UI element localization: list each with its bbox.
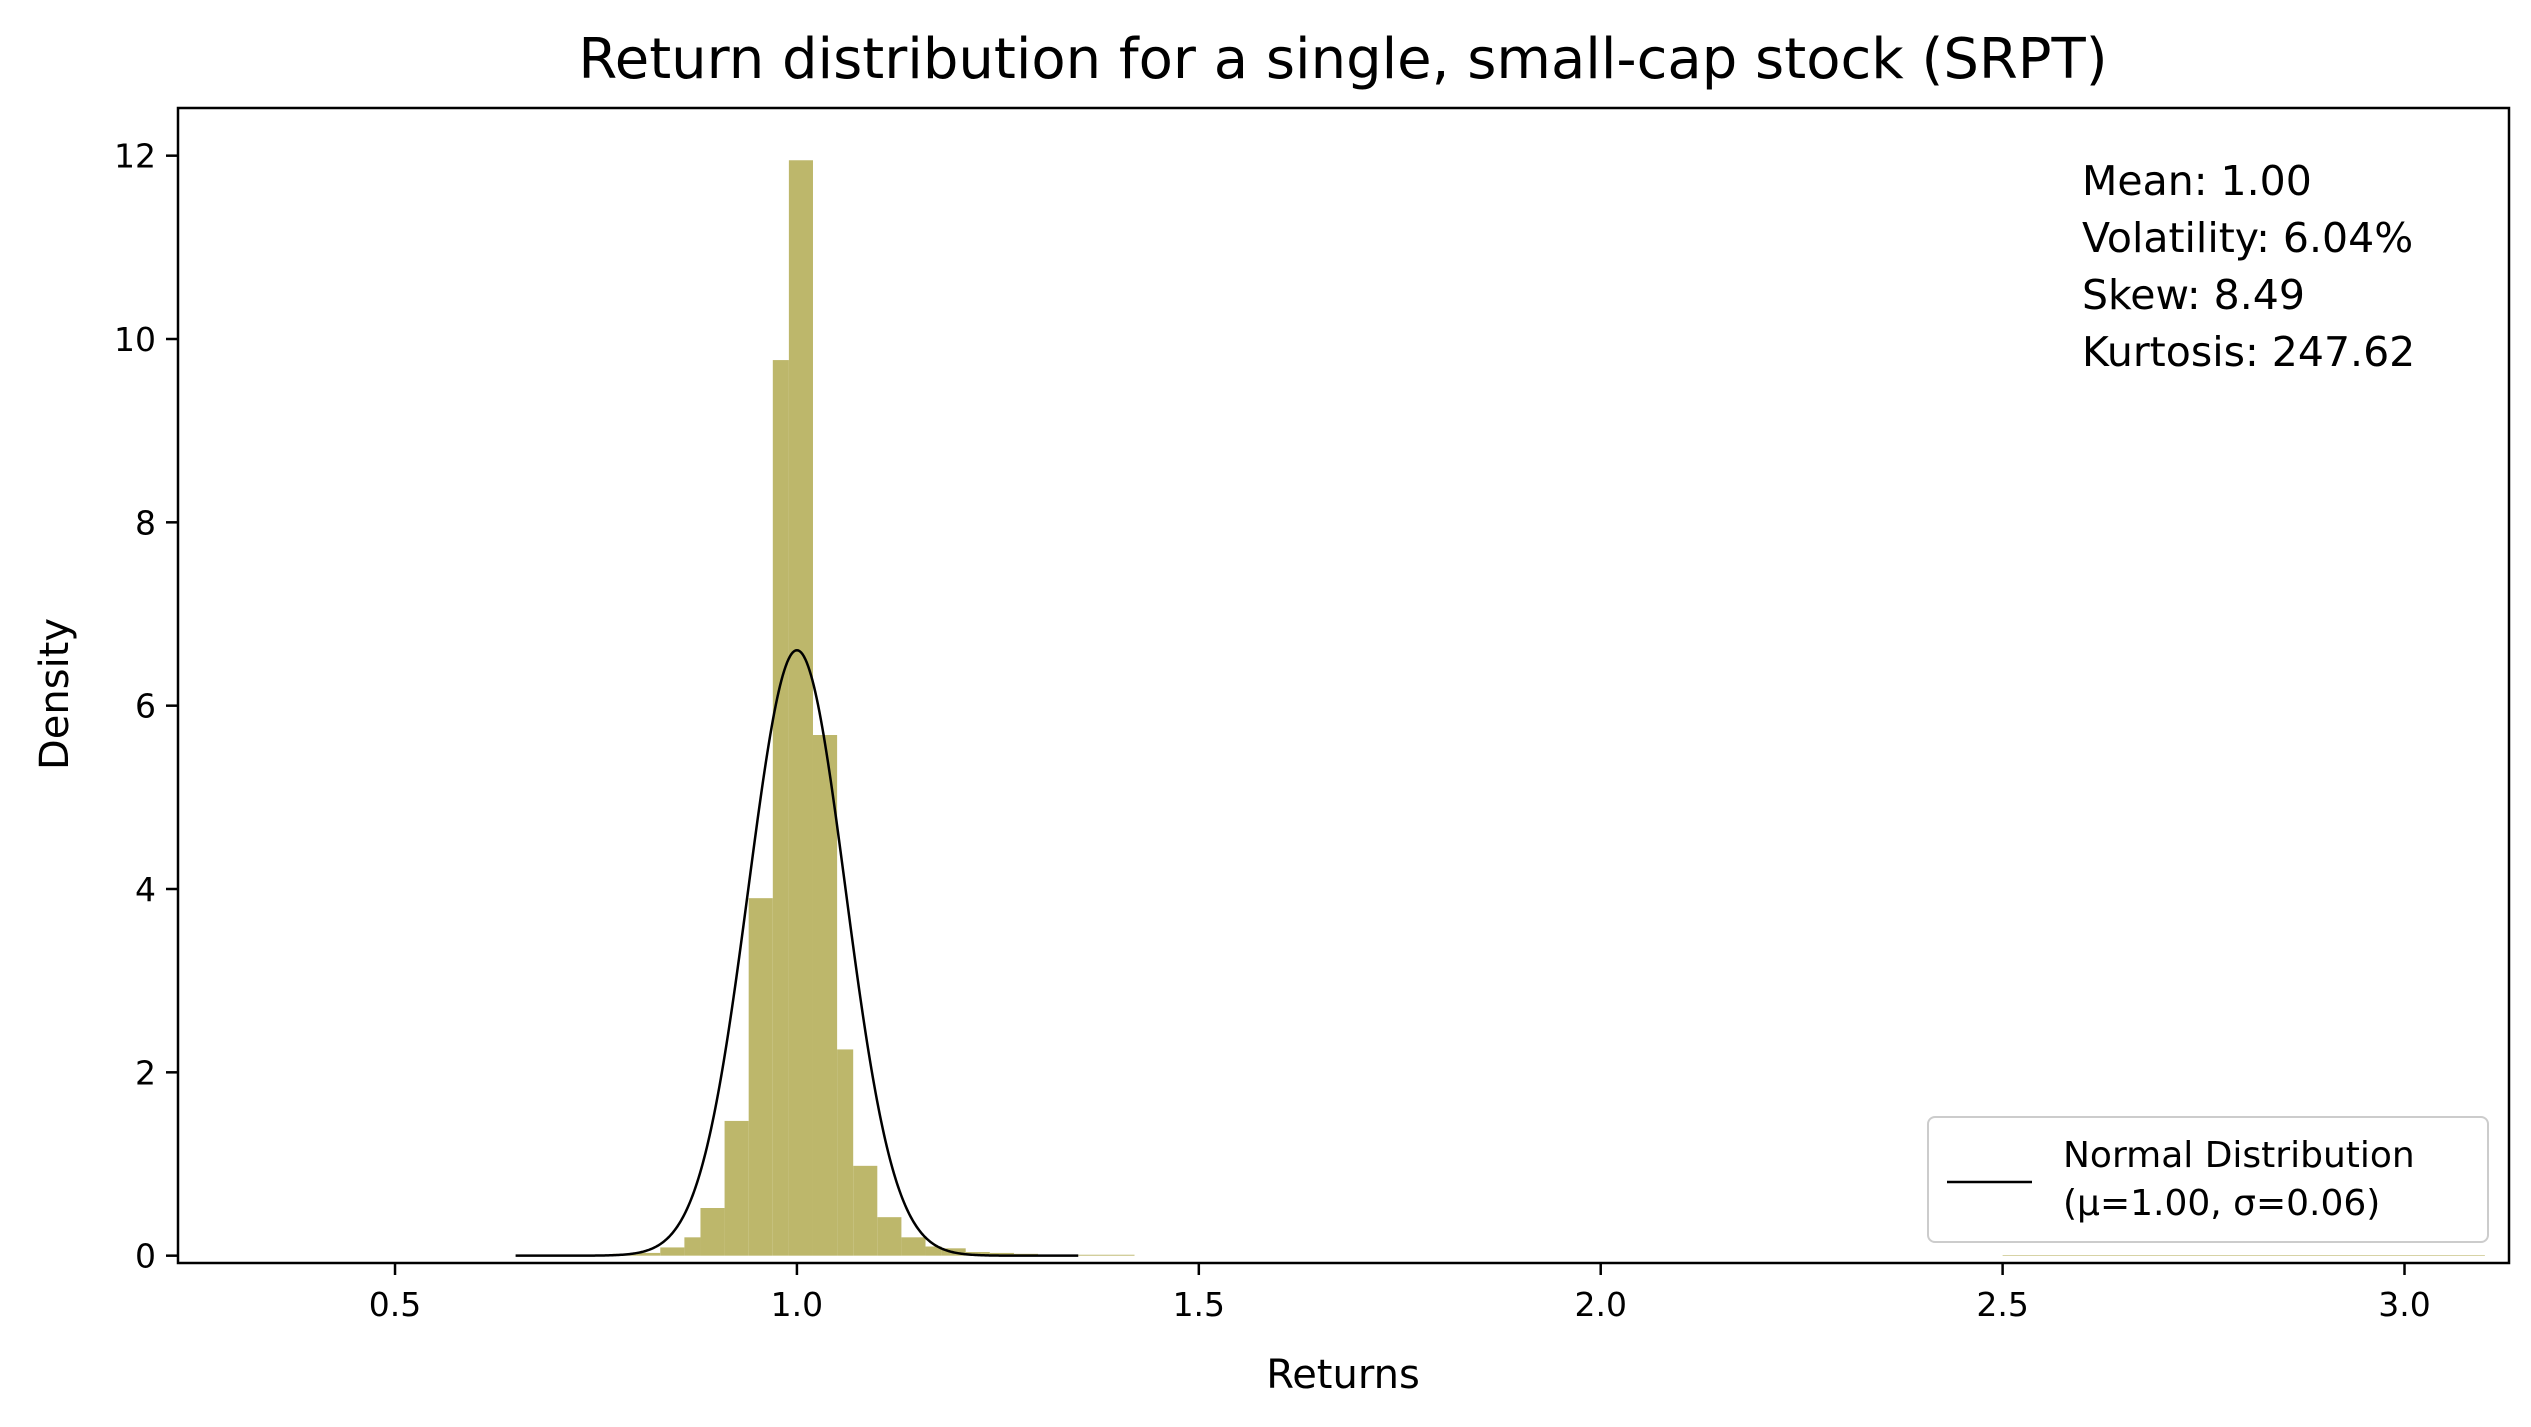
x-axis-label: Returns <box>1266 1352 1420 1398</box>
histogram-bar <box>724 1120 749 1256</box>
histogram-bar <box>2002 1255 2485 1256</box>
x-axis-ticks: 0.5 1.0 1.5 2.0 2.5 3.0 <box>369 1263 2431 1324</box>
stats-annotation: Mean: 1.00 Volatility: 6.04% Skew: 8.49 … <box>2082 157 2415 376</box>
x-tick-label: 1.0 <box>771 1285 823 1324</box>
x-tick-label: 3.0 <box>2378 1285 2430 1324</box>
histogram-bar <box>837 1049 854 1256</box>
histogram-bar <box>660 1247 685 1256</box>
stats-kurtosis: Kurtosis: 247.62 <box>2082 328 2415 376</box>
histogram-bar <box>877 1217 902 1256</box>
histogram-bar <box>700 1208 725 1256</box>
y-tick-label: 4 <box>135 870 156 909</box>
legend: Normal Distribution (μ=1.00, σ=0.06) <box>1927 1116 2489 1243</box>
legend-label-line-2: (μ=1.00, σ=0.06) <box>2063 1183 2380 1224</box>
stats-mean: Mean: 1.00 <box>2082 157 2312 205</box>
histogram-bar <box>925 1246 942 1256</box>
normal-curve-group <box>515 648 1079 1257</box>
y-axis-label: Density <box>32 618 78 770</box>
histogram-bar <box>788 160 813 1256</box>
plot-frame <box>176 106 2511 1265</box>
x-tick-label: 1.5 <box>1173 1285 1225 1324</box>
chart-title: Return distribution for a single, small-… <box>578 27 2107 92</box>
histogram-bars <box>563 160 2485 1256</box>
y-axis-ticks: 0 2 4 6 8 10 12 <box>114 137 178 1276</box>
y-tick-label: 8 <box>135 503 156 542</box>
x-tick-label: 2.5 <box>1976 1285 2028 1324</box>
histogram-bar <box>684 1237 701 1256</box>
histogram-bar <box>813 735 838 1256</box>
y-tick-label: 0 <box>135 1237 156 1276</box>
histogram-bar <box>636 1252 661 1256</box>
y-tick-label: 2 <box>135 1053 156 1092</box>
histogram-bar <box>748 898 773 1256</box>
histogram-bar <box>989 1252 1014 1256</box>
histogram-bar <box>853 1165 878 1256</box>
stats-volatility: Volatility: 6.04% <box>2082 214 2413 262</box>
y-tick-label: 6 <box>135 687 156 726</box>
legend-label-line-1: Normal Distribution <box>2063 1135 2415 1176</box>
legend-box <box>1927 1116 2489 1243</box>
y-tick-label: 10 <box>114 320 156 359</box>
x-tick-label: 0.5 <box>369 1285 421 1324</box>
x-tick-label: 2.0 <box>1574 1285 1626 1324</box>
histogram-bar <box>901 1237 926 1256</box>
histogram-bar <box>772 360 789 1256</box>
stats-skew: Skew: 8.49 <box>2082 271 2305 319</box>
histogram-bar <box>1078 1254 1135 1256</box>
y-tick-label: 12 <box>114 137 156 176</box>
normal-distribution-curve <box>515 648 1079 1257</box>
